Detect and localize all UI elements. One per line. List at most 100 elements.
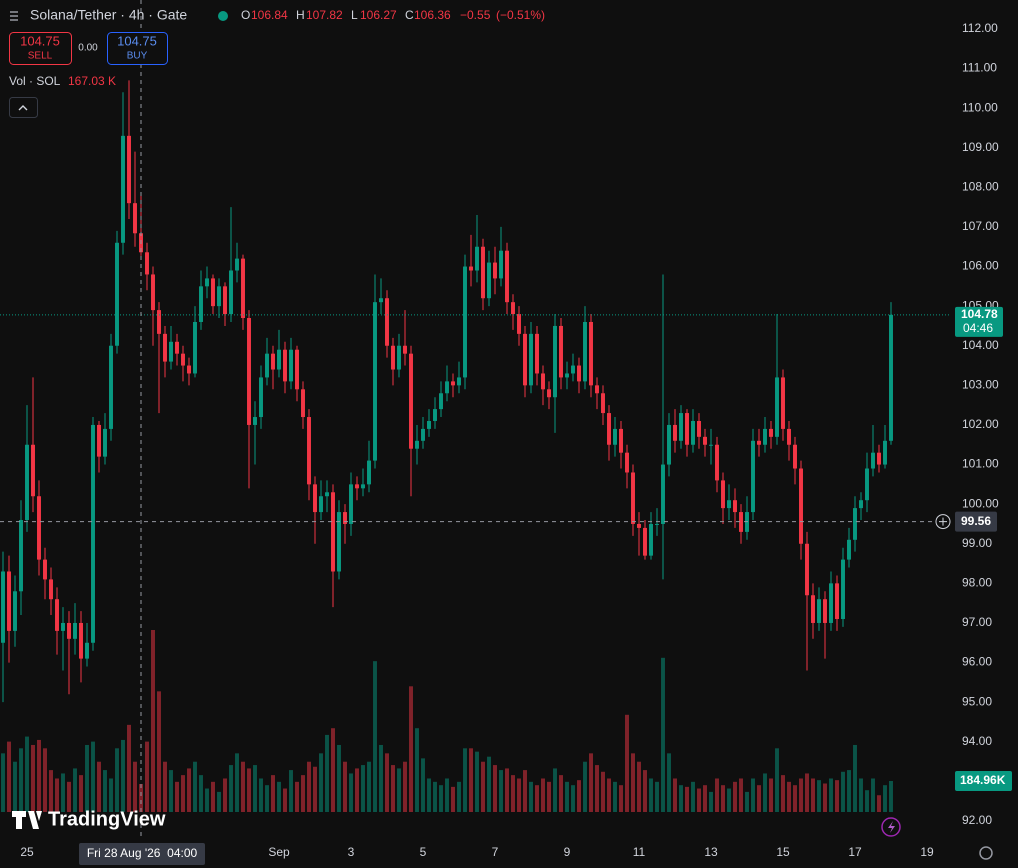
candle-body — [787, 428, 791, 445]
candle-body — [631, 472, 635, 524]
volume-bar — [127, 724, 131, 812]
candle-body — [229, 270, 233, 315]
volume-bar — [241, 761, 245, 812]
candle-body — [403, 345, 407, 354]
candle-body — [817, 599, 821, 623]
candle-body — [859, 500, 863, 509]
y-tick-label: 108.00 — [962, 179, 999, 193]
collapse-button[interactable] — [9, 97, 38, 118]
symbol-title[interactable]: Solana/Tether · 4h · Gate — [30, 7, 187, 23]
candle-body — [415, 440, 419, 449]
volume-bar — [19, 748, 23, 812]
volume-bar — [817, 780, 821, 812]
volume-bar — [451, 786, 455, 812]
volume-bar — [265, 785, 269, 812]
volume-bar — [553, 768, 557, 812]
candle-body — [361, 484, 365, 489]
volume-bar — [751, 778, 755, 812]
candle-body — [691, 420, 695, 445]
candle-body — [175, 341, 179, 354]
candle-body — [277, 349, 281, 370]
candle-body — [217, 286, 221, 307]
volume-bar — [115, 748, 119, 812]
candle-body — [721, 480, 725, 509]
legend-header: Solana/Tether · 4h · Gate O 106.84 H 107… — [9, 7, 545, 118]
volume-bar — [49, 770, 53, 812]
volume-bar — [883, 785, 887, 812]
candle-body — [409, 353, 413, 449]
volume-bar — [529, 781, 533, 812]
candle-body — [637, 523, 641, 528]
candle-body — [247, 318, 251, 425]
candle-body — [109, 345, 113, 429]
candle-body — [679, 413, 683, 441]
candle-body — [43, 559, 47, 580]
volume-bar — [877, 795, 881, 812]
candle-body — [667, 424, 671, 465]
volume-bar — [373, 661, 377, 812]
candle-body — [739, 512, 743, 532]
candle-body — [583, 321, 587, 382]
volume-bar — [781, 775, 785, 812]
volume-bar — [829, 778, 833, 812]
candle-body — [523, 333, 527, 386]
y-tick-label: 102.00 — [962, 417, 999, 431]
volume-bar — [301, 775, 305, 812]
volume-bar — [355, 768, 359, 812]
volume-bar — [853, 744, 857, 812]
candle-body — [589, 321, 593, 386]
candle-body — [385, 298, 389, 346]
volume-bar — [841, 771, 845, 812]
y-tick-label: 107.00 — [962, 219, 999, 233]
candle-body — [685, 413, 689, 445]
volume-bar — [463, 748, 467, 812]
volume-bar — [259, 778, 263, 812]
sell-price: 104.75 — [20, 33, 60, 48]
candle-body — [475, 246, 479, 271]
ohlc-value: 106.36 — [414, 8, 451, 22]
candle-body — [799, 468, 803, 544]
candle-body — [625, 452, 629, 473]
y-tick-label: 96.00 — [962, 655, 992, 669]
candle-body — [169, 341, 173, 362]
volume-bar — [487, 756, 491, 812]
candle-body — [313, 484, 317, 513]
volume-bar — [415, 728, 419, 812]
watermark: TradingView — [12, 808, 166, 830]
volume-bar — [871, 778, 875, 812]
volume-bar — [667, 753, 671, 812]
buy-button[interactable] — [107, 32, 168, 65]
volume-bar — [757, 785, 761, 812]
volume-bar — [577, 780, 581, 812]
candle-body — [595, 385, 599, 394]
volume-bar — [493, 765, 497, 812]
candle-body — [97, 424, 101, 457]
candle-body — [451, 381, 455, 386]
candle-body — [223, 286, 227, 315]
candle-body — [547, 389, 551, 398]
logo — [12, 811, 42, 829]
settings-icon[interactable] — [979, 846, 993, 860]
candle-body — [199, 286, 203, 322]
sell-button[interactable] — [9, 32, 72, 65]
candle-body — [847, 539, 851, 560]
last-price-box — [955, 306, 1003, 337]
candle-body — [469, 266, 473, 271]
volume-bar — [409, 686, 413, 812]
volume-bar — [805, 773, 809, 812]
y-tick-label: 111.00 — [962, 61, 997, 75]
crosshair-price-box — [955, 511, 997, 532]
volume-bar — [307, 761, 311, 812]
menu-icon[interactable] — [10, 11, 18, 21]
candle-body — [211, 278, 215, 307]
candle-body — [643, 527, 647, 556]
volume-bar — [649, 778, 653, 812]
volume-bar — [721, 785, 725, 812]
crosshair-time-box — [79, 843, 205, 865]
candle-body — [289, 349, 293, 382]
candle-body — [559, 325, 563, 378]
candle-body — [649, 523, 653, 556]
candle-body — [259, 377, 263, 418]
candle-body — [433, 409, 437, 421]
alert-icon[interactable] — [881, 817, 901, 837]
